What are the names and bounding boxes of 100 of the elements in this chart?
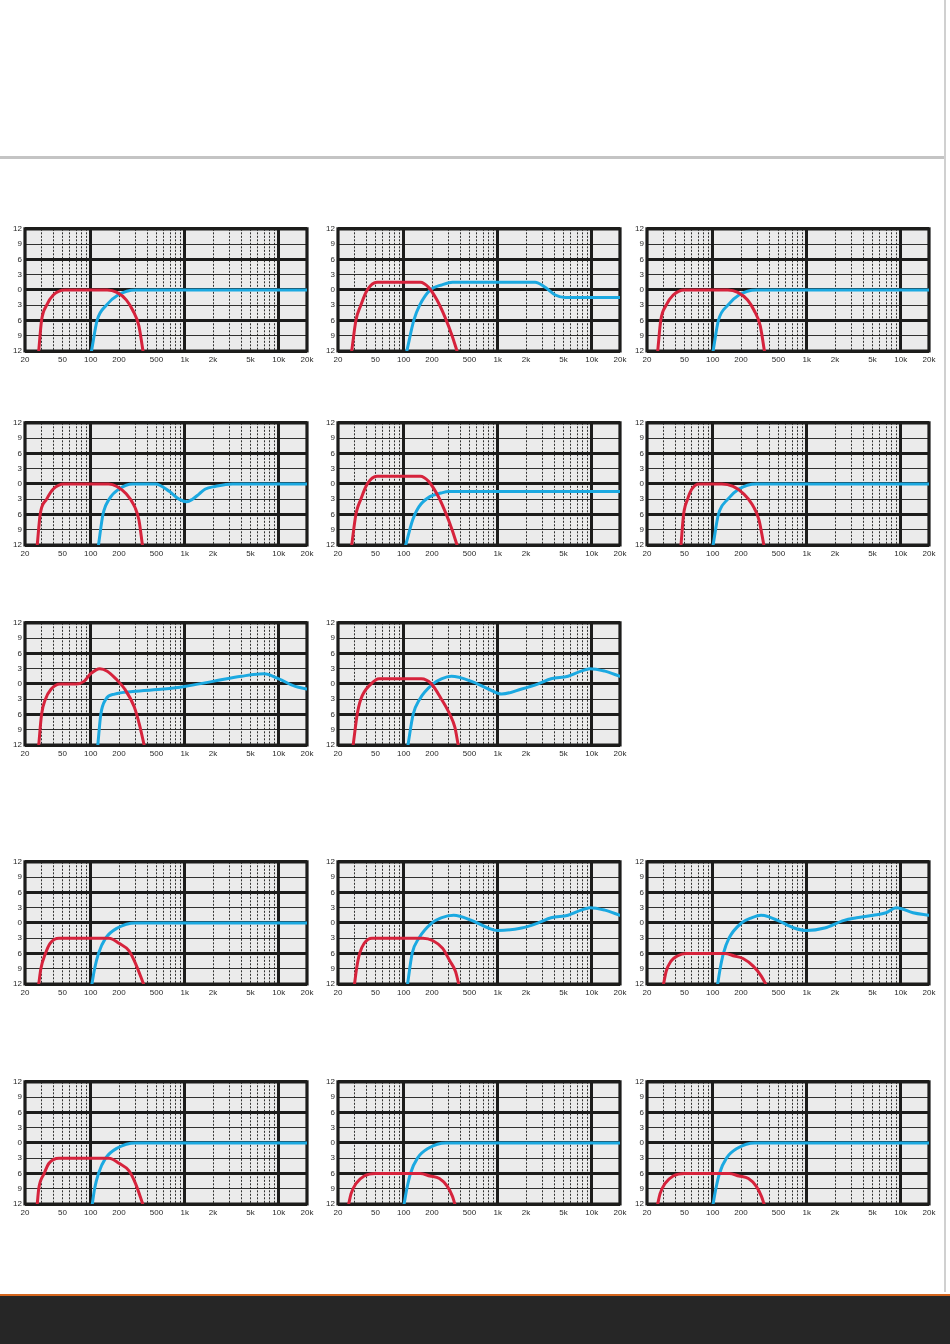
- y-tick-label: 0: [17, 1138, 23, 1148]
- x-tick-label: 50: [57, 1208, 68, 1217]
- y-tick-label: 6: [17, 254, 23, 264]
- x-tick-label: 5k: [559, 749, 569, 758]
- x-tick-label: 50: [370, 549, 381, 558]
- x-tick-label: 2k: [521, 988, 532, 997]
- x-tick-label: 5k: [559, 355, 569, 364]
- y-tick-label: 3: [17, 694, 23, 704]
- y-tick-label: 9: [639, 239, 645, 249]
- x-tick-label: 200: [425, 549, 440, 558]
- x-tick-label: 20k: [922, 355, 937, 364]
- y-tick-label: 12: [635, 1199, 645, 1209]
- y-tick-label: 9: [330, 239, 336, 249]
- y-tick-label: 6: [17, 1107, 23, 1117]
- y-tick-label: 9: [17, 330, 23, 340]
- y-tick-label: 3: [330, 663, 336, 673]
- y-tick-label: 6: [17, 887, 23, 897]
- x-tick-label: 200: [425, 988, 440, 997]
- y-tick-label: 9: [330, 963, 336, 973]
- y-tick-label: 6: [330, 648, 336, 658]
- x-tick-label: 200: [425, 355, 440, 364]
- y-tick-label: 0: [17, 918, 23, 928]
- x-tick-label: 100: [397, 749, 411, 758]
- y-tick-label: 0: [17, 285, 23, 295]
- x-tick-label: 20: [333, 549, 343, 558]
- y-tick-label: 0: [17, 679, 23, 689]
- x-tick-label: 2k: [208, 1208, 219, 1217]
- x-tick-label: 20: [642, 988, 652, 997]
- x-tick-label: 500: [462, 988, 477, 997]
- x-tick-label: 50: [370, 749, 381, 758]
- x-tick-label: 200: [734, 355, 749, 364]
- y-tick-label: 6: [17, 315, 23, 325]
- y-tick-label: 9: [17, 524, 23, 534]
- x-tick-label: 1k: [180, 988, 190, 997]
- y-tick-label: 9: [330, 872, 336, 882]
- y-tick-label: 6: [17, 948, 23, 958]
- y-tick-label: 12: [326, 740, 336, 750]
- y-tick-label: 12: [13, 224, 23, 233]
- x-tick-label: 1k: [493, 749, 503, 758]
- x-tick-label: 100: [706, 549, 720, 558]
- x-tick-label: 100: [397, 988, 411, 997]
- y-tick-label: 12: [326, 618, 336, 627]
- x-tick-label: 200: [734, 1208, 749, 1217]
- y-tick-label: 12: [326, 1077, 336, 1086]
- x-tick-label: 20k: [922, 988, 937, 997]
- x-tick-label: 20k: [300, 749, 315, 758]
- y-tick-label: 3: [330, 463, 336, 473]
- y-tick-label: 9: [17, 872, 23, 882]
- x-tick-label: 10k: [272, 1208, 287, 1217]
- y-tick-label: 6: [17, 1168, 23, 1178]
- x-tick-label: 5k: [868, 1208, 878, 1217]
- y-tick-label: 6: [639, 1168, 645, 1178]
- x-tick-label: 2k: [521, 549, 532, 558]
- x-tick-label: 50: [679, 1208, 690, 1217]
- y-tick-label: 6: [330, 448, 336, 458]
- x-tick-label: 5k: [868, 988, 878, 997]
- x-tick-label: 2k: [830, 988, 841, 997]
- x-tick-label: 20k: [922, 549, 937, 558]
- y-tick-label: 9: [330, 433, 336, 443]
- y-tick-label: 3: [330, 494, 336, 504]
- y-tick-label: 3: [639, 463, 645, 473]
- y-tick-label: 9: [17, 433, 23, 443]
- y-tick-label: 0: [639, 285, 645, 295]
- y-tick-label: 12: [326, 979, 336, 989]
- y-tick-label: 9: [17, 724, 23, 734]
- y-tick-label: 6: [639, 448, 645, 458]
- x-tick-label: 5k: [868, 355, 878, 364]
- y-tick-label: 3: [330, 933, 336, 943]
- y-tick-label: 6: [330, 509, 336, 519]
- y-tick-label: 0: [330, 285, 336, 295]
- x-tick-label: 20k: [300, 355, 315, 364]
- x-tick-label: 2k: [830, 355, 841, 364]
- y-tick-label: 12: [13, 540, 23, 550]
- x-tick-label: 100: [706, 988, 720, 997]
- x-tick-label: 20: [642, 1208, 652, 1217]
- x-tick-label: 50: [57, 988, 68, 997]
- y-tick-label: 0: [330, 918, 336, 928]
- x-tick-label: 500: [771, 355, 786, 364]
- x-tick-label: 10k: [272, 355, 287, 364]
- x-tick-label: 100: [84, 1208, 98, 1217]
- x-tick-label: 2k: [208, 749, 219, 758]
- x-tick-label: 20k: [613, 988, 628, 997]
- x-tick-label: 5k: [246, 355, 256, 364]
- x-tick-label: 1k: [493, 1208, 503, 1217]
- y-tick-label: 3: [17, 269, 23, 279]
- y-tick-label: 12: [326, 224, 336, 233]
- x-tick-label: 2k: [521, 749, 532, 758]
- x-tick-label: 1k: [180, 749, 190, 758]
- y-tick-label: 9: [639, 872, 645, 882]
- x-tick-label: 50: [57, 749, 68, 758]
- y-tick-label: 6: [330, 887, 336, 897]
- y-tick-label: 3: [639, 1153, 645, 1163]
- x-tick-label: 10k: [894, 549, 909, 558]
- x-tick-label: 20k: [613, 1208, 628, 1217]
- y-tick-label: 0: [17, 479, 23, 489]
- x-tick-label: 100: [397, 355, 411, 364]
- x-tick-label: 50: [57, 549, 68, 558]
- y-tick-label: 3: [330, 1122, 336, 1132]
- x-tick-label: 20k: [613, 549, 628, 558]
- x-tick-label: 2k: [521, 1208, 532, 1217]
